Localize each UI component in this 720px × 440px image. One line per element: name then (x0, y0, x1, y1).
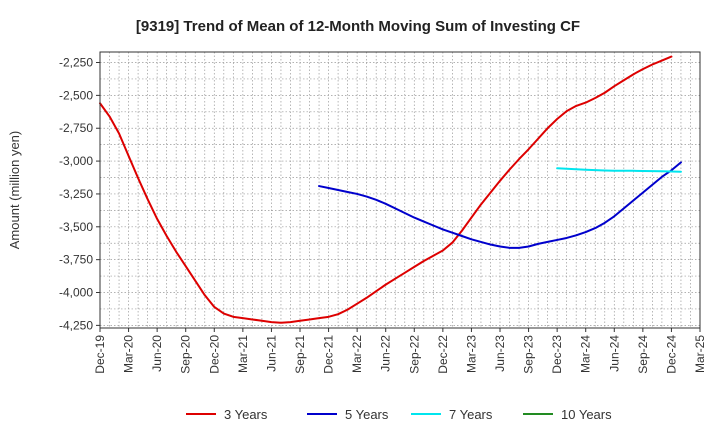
x-tick-label: Dec-23 (550, 335, 564, 374)
series-line-1 (99, 55, 673, 324)
y-tick-label: -4,000 (59, 286, 93, 300)
x-tick-label: Sep-20 (179, 335, 193, 374)
chart-title: [9319] Trend of Mean of 12-Month Moving … (136, 18, 580, 35)
y-tick-label: -2,250 (59, 56, 93, 70)
series-line-2 (318, 161, 682, 249)
y-tick-label: -3,250 (59, 187, 93, 201)
series-layer (99, 55, 682, 324)
y-tick-label: -4,250 (59, 318, 93, 332)
y-tick-label: -2,500 (59, 88, 93, 102)
x-tick-label: Sep-22 (407, 335, 421, 374)
x-tick-label: Dec-24 (664, 335, 678, 374)
y-tick-label: -3,500 (59, 220, 93, 234)
y-tick-label: -2,750 (59, 121, 93, 135)
x-tick-label: Jun-21 (264, 335, 278, 372)
x-tick-label: Mar-22 (350, 335, 364, 373)
x-tick-label: Dec-19 (93, 335, 107, 374)
legend-label: 3 Years (224, 407, 268, 422)
x-tick-label: Mar-20 (122, 335, 136, 373)
legend: 3 Years 5 Years 7 Years 10 Years (186, 407, 612, 422)
x-tick-label: Sep-24 (636, 335, 650, 374)
x-axis-ticks: Dec-19 Mar-20 Jun-20 Sep-20 Dec-20 Mar-21 Jun-… (93, 328, 707, 374)
x-tick-label: Mar-23 (464, 335, 478, 373)
plot-frame (99, 51, 701, 329)
legend-label: 7 Years (449, 407, 493, 422)
x-tick-label: Dec-21 (322, 335, 336, 374)
x-tick-label: Mar-21 (236, 335, 250, 373)
y-axis-ticks: -2,250 -2,500 -2,750 -3,000 -3,250 -3,500 -3,7… (59, 56, 100, 332)
x-tick-label: Sep-21 (293, 335, 307, 374)
legend-label: 5 Years (345, 407, 389, 422)
x-tick-label: Mar-25 (693, 335, 707, 373)
x-tick-label: Jun-22 (379, 335, 393, 372)
x-tick-label: Dec-20 (207, 335, 221, 374)
x-tick-label: Sep-23 (522, 335, 536, 374)
grid-layer (99, 52, 701, 328)
x-tick-label: Mar-24 (579, 335, 593, 373)
x-tick-label: Jun-23 (493, 335, 507, 372)
x-tick-label: Jun-24 (607, 335, 621, 372)
series-line-3 (556, 167, 682, 173)
y-axis-label: Amount (million yen) (7, 131, 22, 250)
legend-label: 10 Years (561, 407, 612, 422)
x-tick-label: Dec-22 (436, 335, 450, 374)
y-tick-label: -3,750 (59, 253, 93, 267)
y-tick-label: -3,000 (59, 154, 93, 168)
x-tick-label: Jun-20 (150, 335, 164, 372)
